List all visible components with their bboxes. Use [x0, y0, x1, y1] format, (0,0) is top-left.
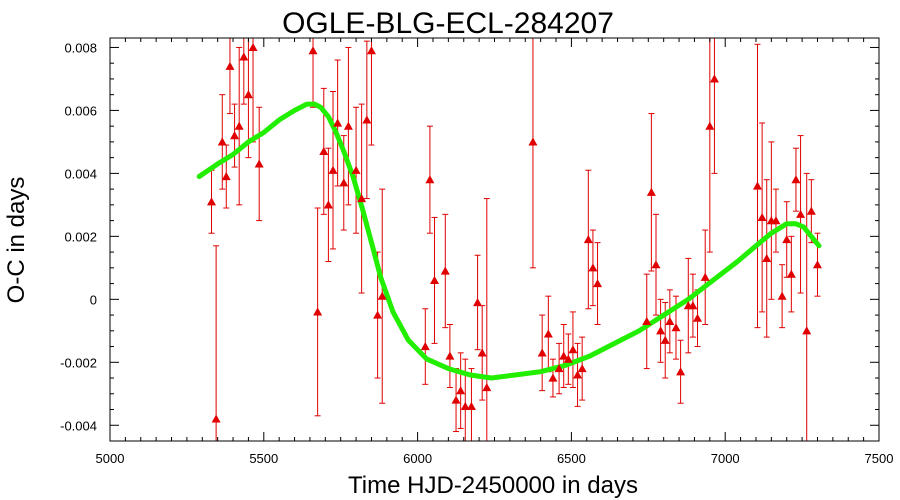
data-point: [757, 212, 767, 222]
data-point: [709, 74, 719, 83]
data-point: [482, 382, 492, 392]
data-point: [430, 275, 440, 285]
data-point: [477, 348, 487, 357]
data-point: [583, 235, 593, 244]
data-point: [802, 326, 812, 335]
x-tick-label: 6500: [557, 451, 586, 466]
data-point: [577, 364, 587, 373]
y-tick-label: -0.004: [60, 418, 97, 433]
data-point: [323, 200, 333, 209]
y-tick-label: 0.002: [64, 229, 97, 244]
data-point: [460, 401, 470, 410]
x-tick-label: 6000: [403, 451, 432, 466]
data-point: [656, 326, 666, 335]
data-point: [700, 272, 710, 281]
data-point: [528, 137, 538, 146]
data-point: [573, 370, 583, 379]
data-point: [234, 121, 244, 130]
x-tick-label: 7000: [711, 451, 740, 466]
data-point: [806, 206, 816, 215]
data-point: [221, 172, 231, 181]
y-tick-label: 0.004: [64, 166, 97, 181]
data-point: [313, 307, 323, 316]
errorbar-layer: [208, 38, 821, 441]
data-point: [705, 121, 715, 130]
y-tick-label: -0.002: [60, 355, 97, 370]
data-point: [217, 137, 227, 146]
data-point: [319, 146, 329, 155]
fit-curve-layer: [196, 101, 822, 381]
data-point: [230, 131, 240, 140]
data-point: [688, 301, 698, 310]
y-tick-label: 0.006: [64, 103, 97, 118]
x-tick-label: 5500: [249, 451, 278, 466]
data-point: [248, 42, 258, 52]
data-point: [752, 181, 762, 190]
data-point: [425, 175, 435, 184]
data-point: [671, 323, 681, 332]
x-tick-label: 5000: [96, 451, 125, 466]
y-tick-label: 0: [90, 292, 97, 307]
data-point: [445, 351, 455, 360]
data-point: [693, 313, 703, 322]
data-point: [588, 263, 598, 272]
data-point: [254, 159, 264, 168]
data-point: [456, 386, 466, 395]
data-point: [420, 342, 430, 351]
data-point: [440, 266, 450, 275]
data-point: [343, 121, 353, 130]
chart-title: OGLE-BLG-ECL-284207: [282, 7, 614, 40]
data-point: [537, 348, 547, 357]
x-axis-title: Time HJD-2450000 in days: [348, 472, 638, 499]
data-point: [466, 401, 476, 410]
data-point: [554, 364, 564, 373]
data-point: [211, 414, 221, 423]
data-point: [786, 269, 796, 278]
data-point: [812, 260, 822, 269]
data-point: [473, 297, 483, 307]
data-point: [225, 61, 235, 70]
data-point: [328, 165, 338, 174]
data-point: [351, 165, 361, 174]
data-point: [339, 178, 349, 187]
data-point: [642, 316, 652, 325]
data-point: [563, 354, 573, 363]
data-point: [543, 329, 553, 338]
data-point: [771, 216, 781, 225]
data-point: [791, 175, 801, 184]
data-point: [207, 197, 217, 206]
data-point: [308, 46, 318, 55]
data-point: [762, 253, 772, 262]
x-tick-label: 7500: [865, 451, 894, 466]
axis-tick-labels: 5000 5500 6000 6500 7000 7500 -0.004 -0.002 0 0.0…: [60, 40, 893, 466]
data-point: [782, 235, 792, 244]
data-point: [665, 316, 675, 325]
data-point: [377, 291, 387, 300]
data-point: [366, 46, 376, 55]
data-point: [548, 373, 558, 382]
data-point: [373, 310, 383, 319]
data-point: [243, 90, 253, 99]
data-point: [362, 115, 372, 124]
data-point: [676, 367, 686, 376]
data-point: [660, 335, 670, 344]
data-point: [357, 194, 367, 203]
data-point: [651, 260, 661, 269]
data-point: [239, 52, 249, 61]
data-point: [568, 345, 578, 354]
data-point: [333, 118, 343, 127]
data-point: [796, 209, 806, 218]
fit-curve: [196, 101, 822, 381]
axis-ticks: [109, 38, 880, 442]
data-point: [777, 291, 787, 300]
data-point: [593, 279, 603, 288]
data-point: [646, 187, 656, 196]
y-axis-title: O-C in days: [3, 177, 30, 304]
data-point-layer: [207, 42, 822, 423]
data-point: [451, 395, 461, 404]
y-tick-label: 0.008: [64, 40, 97, 55]
data-point: [559, 351, 569, 360]
